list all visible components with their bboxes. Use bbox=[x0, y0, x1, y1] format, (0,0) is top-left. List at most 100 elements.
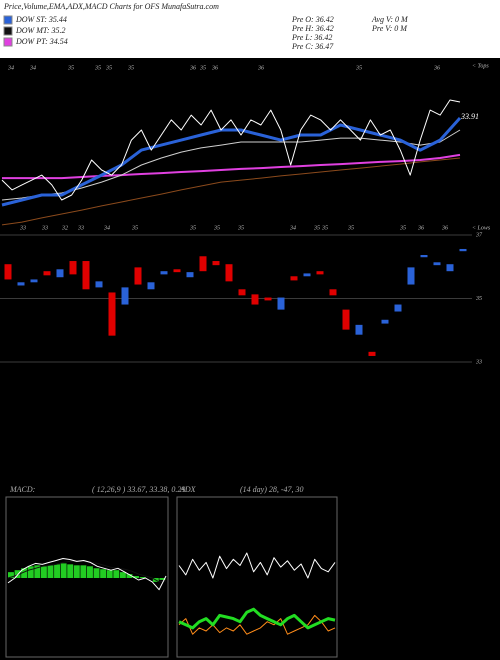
candle bbox=[381, 319, 389, 324]
legend-label: DOW PT: 34.54 bbox=[15, 37, 68, 46]
info-text: Pre H: 36.42 bbox=[291, 24, 334, 33]
bottom-label: 33 bbox=[41, 225, 48, 231]
histogram-bar bbox=[60, 563, 67, 578]
info-text: Pre L: 36.42 bbox=[291, 33, 332, 42]
candle bbox=[290, 276, 298, 281]
histogram-bar bbox=[80, 565, 87, 578]
series-line bbox=[7, 558, 167, 591]
bottom-label: 32 bbox=[61, 225, 68, 231]
candle bbox=[147, 282, 155, 290]
header-background bbox=[0, 0, 500, 58]
top-label: 36 bbox=[257, 65, 264, 71]
info-text: Avg V: 0 M bbox=[371, 15, 409, 24]
histogram-bar bbox=[113, 570, 120, 578]
series-line bbox=[178, 607, 336, 630]
histogram-bar bbox=[40, 566, 47, 578]
top-label: 35 bbox=[105, 65, 112, 71]
candle bbox=[394, 304, 402, 312]
histogram-bar bbox=[14, 570, 21, 578]
candle bbox=[303, 273, 311, 277]
series-line bbox=[1, 99, 461, 201]
histogram-bar bbox=[100, 569, 107, 578]
adx-panel bbox=[176, 496, 338, 658]
legend-label: DOW MT: 35.2 bbox=[15, 26, 66, 35]
candle bbox=[420, 255, 428, 258]
candle bbox=[225, 264, 233, 282]
candle bbox=[355, 324, 363, 335]
tops-label: < Tops bbox=[472, 63, 489, 69]
bottom-label: 35 bbox=[313, 225, 320, 231]
candle bbox=[173, 269, 181, 273]
info-text: Pre V: 0 M bbox=[371, 24, 408, 33]
top-label: 34 bbox=[29, 64, 36, 71]
top-label: 35 bbox=[94, 65, 101, 71]
candle bbox=[56, 269, 64, 278]
histogram-bar bbox=[47, 565, 54, 578]
top-label: 35 bbox=[67, 65, 74, 71]
top-label: 34 bbox=[7, 64, 14, 71]
histogram-bar bbox=[87, 566, 93, 578]
histogram-bar bbox=[106, 570, 113, 578]
bottom-label: 35 bbox=[321, 225, 328, 231]
info-text: Pre O: 36.42 bbox=[291, 15, 334, 24]
series-line bbox=[178, 552, 336, 579]
bottom-label: 33 bbox=[77, 225, 84, 231]
histogram-bar bbox=[133, 576, 140, 578]
legend-swatch bbox=[3, 26, 13, 36]
legend-swatch bbox=[3, 37, 13, 47]
info-text: Pre C: 36.47 bbox=[291, 42, 334, 51]
histogram-bar bbox=[8, 572, 14, 578]
histogram-bar bbox=[119, 572, 126, 578]
series-line bbox=[1, 129, 461, 201]
candle bbox=[95, 281, 103, 288]
candle bbox=[446, 264, 454, 272]
candle bbox=[368, 351, 376, 356]
panel-title: MACD: bbox=[9, 485, 36, 494]
candle bbox=[69, 261, 77, 275]
bottom-label: 36 bbox=[417, 225, 424, 231]
series-line bbox=[1, 157, 461, 226]
panel-title: ADX bbox=[179, 485, 197, 494]
histogram-bar bbox=[93, 568, 100, 578]
top-label: 35 bbox=[355, 65, 362, 71]
candle bbox=[459, 248, 467, 252]
bottom-label: 35 bbox=[213, 225, 220, 231]
histogram-bar bbox=[67, 564, 74, 578]
candle bbox=[329, 289, 337, 296]
candle bbox=[407, 267, 415, 285]
bottom-label: 35 bbox=[189, 225, 196, 231]
histogram-bar bbox=[27, 566, 34, 578]
legend-swatch bbox=[3, 15, 13, 25]
y-tick-label: 35 bbox=[475, 296, 482, 302]
candle bbox=[316, 271, 324, 275]
histogram-bar bbox=[126, 574, 133, 578]
histogram-bar bbox=[34, 565, 41, 578]
candle bbox=[17, 282, 25, 286]
bottom-label: 34 bbox=[289, 224, 296, 231]
bottom-label: 36 bbox=[441, 225, 448, 231]
y-tick-label: 37 bbox=[475, 232, 483, 238]
bottom-label: 35 bbox=[237, 225, 244, 231]
bottom-label: 35 bbox=[131, 225, 138, 231]
lows-label: < Lows bbox=[472, 225, 491, 231]
bottom-label: 34 bbox=[103, 224, 110, 231]
annotation: 33.91 bbox=[460, 112, 479, 121]
legend-label: DOW ST: 35.44 bbox=[15, 15, 67, 24]
candle bbox=[82, 261, 90, 290]
bottom-label: 33 bbox=[19, 225, 26, 231]
candle bbox=[433, 262, 441, 266]
histogram-bar bbox=[21, 568, 28, 578]
candle bbox=[134, 267, 142, 285]
histogram-bar bbox=[139, 577, 146, 578]
series-line bbox=[1, 116, 462, 207]
series-line bbox=[2, 153, 461, 180]
candle bbox=[199, 256, 207, 272]
candle bbox=[264, 297, 272, 301]
top-label: 35 bbox=[127, 65, 134, 71]
bottom-label: 35 bbox=[399, 225, 406, 231]
page-title: Price,Volume,EMA,ADX,MACD Charts for OFS… bbox=[3, 2, 219, 11]
candle bbox=[277, 297, 285, 310]
top-label: 36 bbox=[211, 65, 218, 71]
